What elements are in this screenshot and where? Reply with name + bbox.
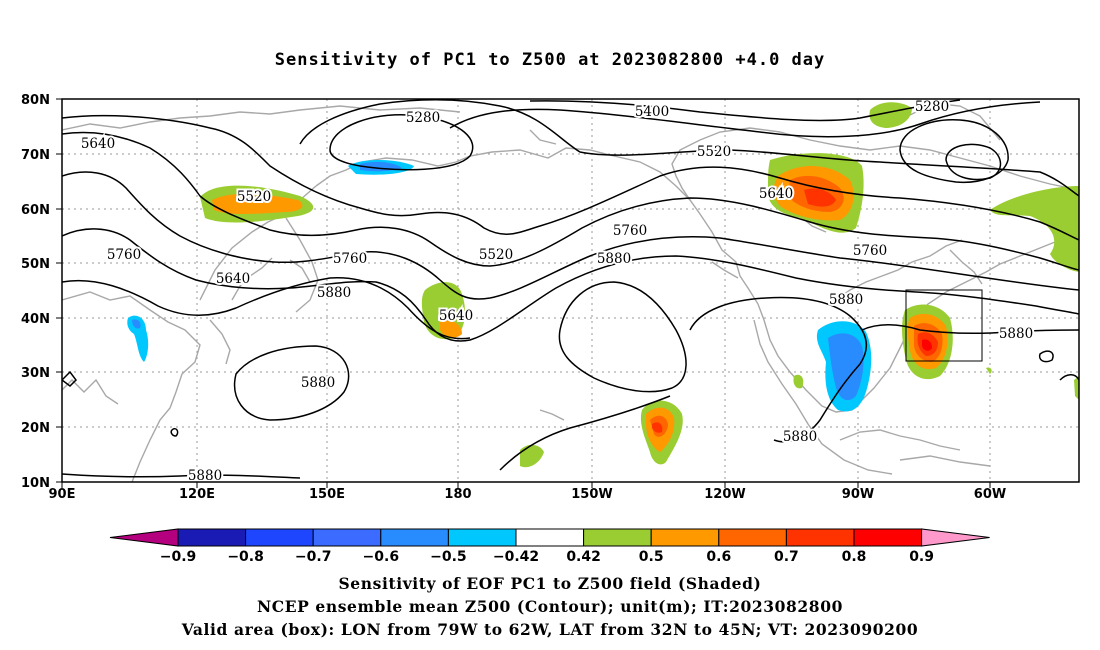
colorbar-label: −0.7 <box>295 549 332 565</box>
tick-marks <box>56 98 991 488</box>
lon-label: 150E <box>309 487 345 502</box>
colorbar-low-arrow <box>109 528 179 547</box>
colorbar-label: 0.6 <box>706 549 731 565</box>
footer-line-1: Sensitivity of EOF PC1 to Z500 field (Sh… <box>338 574 762 593</box>
colorbar: −0.9 −0.8 −0.7 −0.6 −0.5 −0.42 0.42 0.5 0.6 0.7 0.… <box>109 528 990 565</box>
colorbar-label: 0.42 <box>566 549 601 565</box>
colorbar-label: −0.8 <box>227 549 264 565</box>
colorbar-swatch <box>785 528 855 547</box>
lat-label: 50N <box>21 257 50 272</box>
contour-label: 5880 <box>999 326 1033 342</box>
colorbar-swatch <box>245 528 314 547</box>
contour-label: 5880 <box>597 251 631 267</box>
lon-label: 90E <box>49 487 76 502</box>
valid-area-box <box>905 289 983 362</box>
colorbar-swatch <box>583 528 652 547</box>
lon-label: 150W <box>571 487 612 502</box>
latitude-labels: 80N 70N 60N 50N 40N 30N 20N 10N <box>21 93 50 491</box>
contour-label: 5280 <box>915 99 949 115</box>
contour-label: 5880 <box>301 375 335 391</box>
colorbar-swatch <box>380 528 449 547</box>
contour-labels: 5280 5400 5280 5640 5520 5520 5640 5760 … <box>79 97 1035 486</box>
lat-label: 60N <box>21 203 50 218</box>
contour-label: 5760 <box>613 223 647 239</box>
colorbar-label: −0.9 <box>160 549 197 565</box>
colorbar-label: −0.42 <box>493 549 539 565</box>
colorbar-swatch <box>650 528 720 547</box>
lat-label: 40N <box>21 312 50 327</box>
colorbar-high-arrow <box>921 528 990 547</box>
contour-label: 5640 <box>216 271 250 287</box>
coastlines <box>62 103 1079 482</box>
contour-label: 5760 <box>107 247 141 263</box>
lat-label: 70N <box>21 148 50 163</box>
contour-label: 5520 <box>479 247 513 263</box>
positive-sensitivity-shading <box>200 102 1079 468</box>
colorbar-swatch <box>853 528 923 547</box>
lat-label: 10N <box>21 476 50 491</box>
lat-label: 20N <box>21 421 50 436</box>
z500-contours <box>62 99 1079 479</box>
contour-label: 5640 <box>81 136 115 152</box>
lon-label: 120W <box>704 487 745 502</box>
colorbar-label: −0.6 <box>363 549 400 565</box>
colorbar-label: 0.5 <box>639 549 664 565</box>
lat-label: 30N <box>21 366 50 381</box>
map-title: Sensitivity of PC1 to Z500 at 2023082800… <box>274 50 826 70</box>
colorbar-swatch <box>312 528 382 547</box>
longitude-labels: 90E 120E 150E 180 150W 120W 90W 60W <box>49 487 1007 502</box>
lon-label: 60W <box>974 487 1006 502</box>
contour-label: 5880 <box>829 292 863 308</box>
contour-label: 5400 <box>635 104 669 120</box>
plot-frame <box>61 98 1080 483</box>
contour-label: 5760 <box>853 243 887 259</box>
negative-sensitivity-shading <box>127 160 872 412</box>
colorbar-label: 0.8 <box>842 549 867 565</box>
colorbar-swatch <box>718 528 787 547</box>
colorbar-label: 0.7 <box>774 549 799 565</box>
colorbar-label: −0.5 <box>430 549 467 565</box>
contour-label: 5520 <box>697 144 731 160</box>
lon-label: 120E <box>179 487 215 502</box>
lon-label: 180 <box>444 487 471 502</box>
lon-label: 90W <box>842 487 874 502</box>
colorbar-label: 0.9 <box>909 549 934 565</box>
contour-label: 5280 <box>406 110 440 126</box>
contour-label: 5640 <box>439 308 473 324</box>
contour-label: 5640 <box>759 186 793 202</box>
colorbar-swatch <box>177 528 247 547</box>
contour-label: 5520 <box>237 189 271 205</box>
contour-label: 5880 <box>317 285 351 301</box>
colorbar-swatch <box>515 528 585 547</box>
footer-line-2: NCEP ensemble mean Z500 (Contour); unit(… <box>257 597 843 616</box>
contour-label: 5760 <box>333 251 367 267</box>
contour-label: 5880 <box>188 468 222 484</box>
contour-label: 5880 <box>783 429 817 445</box>
footer-line-3: Valid area (box): LON from 79W to 62W, L… <box>181 620 919 639</box>
colorbar-swatch <box>447 528 517 547</box>
lat-label: 80N <box>21 93 50 108</box>
